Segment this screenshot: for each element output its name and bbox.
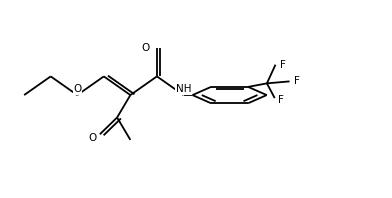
Text: NH: NH [176, 84, 191, 94]
Text: O: O [73, 84, 82, 94]
Text: F: F [294, 76, 300, 86]
Text: O: O [142, 43, 150, 53]
Text: F: F [280, 60, 286, 70]
Text: O: O [89, 133, 97, 143]
Text: F: F [278, 95, 284, 105]
